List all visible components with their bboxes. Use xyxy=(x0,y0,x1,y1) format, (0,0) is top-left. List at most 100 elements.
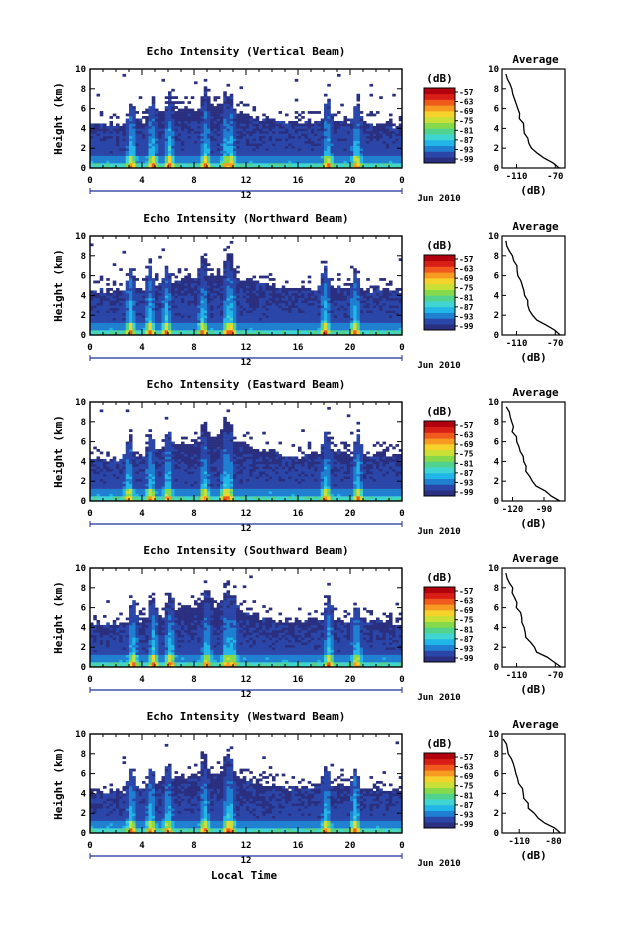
heatmap-cell xyxy=(216,103,221,107)
heatmap-cell xyxy=(223,153,227,156)
heatmap-cell xyxy=(268,287,273,291)
heatmap-cell xyxy=(369,130,374,134)
heatmap-cell xyxy=(291,135,296,139)
heatmap-cell xyxy=(262,330,266,333)
heatmap-cell xyxy=(184,148,188,151)
heatmap-cell xyxy=(395,145,400,149)
heatmap-cell xyxy=(252,163,257,166)
heatmap-cell xyxy=(99,140,104,144)
heatmap-cell xyxy=(233,120,237,124)
heatmap-cell xyxy=(125,456,130,460)
heatmap-cell xyxy=(138,153,143,156)
heatmap-cell xyxy=(239,123,244,127)
heatmap-cell xyxy=(389,300,393,304)
heatmap-cell xyxy=(138,145,143,149)
heatmap-cell xyxy=(168,106,172,109)
heatmap-cell xyxy=(210,305,214,309)
heatmap-cell xyxy=(106,143,110,147)
heatmap-cell xyxy=(233,145,237,149)
heatmap-cell xyxy=(376,302,380,306)
heatmap-cell xyxy=(285,138,289,142)
heatmap-cell xyxy=(184,285,188,289)
heatmap-cell xyxy=(340,300,344,304)
heatmap-cell xyxy=(389,140,393,144)
heatmap-cell xyxy=(229,133,234,137)
heatmap-cell xyxy=(272,290,276,294)
heatmap-cell xyxy=(320,315,325,318)
heatmap-cell xyxy=(281,312,286,316)
heatmap-cell xyxy=(340,287,344,291)
heatmap-cell xyxy=(395,327,400,331)
heatmap-cell xyxy=(233,297,237,301)
heatmap-cell xyxy=(210,302,214,306)
heatmap-cell xyxy=(327,120,331,124)
profile-y-tick-label: 0 xyxy=(494,331,499,341)
heatmap-cell xyxy=(255,118,260,122)
heatmap-cell xyxy=(272,312,276,316)
heatmap-cell xyxy=(93,458,97,462)
heatmap-cell xyxy=(151,96,156,99)
heatmap-cell xyxy=(171,300,175,304)
heatmap-cell xyxy=(158,128,162,132)
heatmap-cell xyxy=(229,123,234,127)
heatmap-cell xyxy=(340,325,344,328)
heatmap-cell xyxy=(337,307,341,311)
heatmap-cell xyxy=(135,458,140,462)
heatmap-cell xyxy=(151,478,156,482)
heatmap-cell xyxy=(142,116,146,119)
heatmap-cell xyxy=(125,290,130,294)
heatmap-cell xyxy=(278,317,283,321)
heatmap-cell xyxy=(249,283,253,286)
heatmap-cell xyxy=(330,305,335,309)
heatmap-cell xyxy=(324,103,328,107)
heatmap-cell xyxy=(155,310,159,314)
heatmap-cell xyxy=(184,307,188,311)
heatmap-cell xyxy=(155,120,159,124)
heatmap-cell xyxy=(194,116,198,119)
heatmap-cell xyxy=(145,135,149,139)
heatmap-cell xyxy=(90,317,94,321)
heatmap-cell xyxy=(252,283,257,286)
heatmap-cell xyxy=(229,305,234,309)
heatmap-cell xyxy=(291,145,296,149)
heatmap-cell xyxy=(301,312,305,316)
heatmap-cell xyxy=(194,315,198,318)
heatmap-cell xyxy=(200,108,205,112)
heatmap-cell xyxy=(187,153,192,156)
heatmap-cell xyxy=(106,486,110,489)
heatmap-cell xyxy=(353,290,357,294)
heatmap-cell xyxy=(395,325,400,328)
heatmap-cell xyxy=(275,143,279,147)
heatmap-cell xyxy=(398,302,403,306)
heatmap-cell xyxy=(288,158,292,161)
heatmap-cell xyxy=(304,143,309,147)
heatmap-cell xyxy=(122,307,127,311)
heatmap-cell xyxy=(203,160,208,164)
heatmap-cell xyxy=(275,327,279,331)
heatmap-cell xyxy=(93,476,97,480)
profile-y-tick-label: 2 xyxy=(494,311,499,321)
heatmap-cell xyxy=(220,116,224,119)
heatmap-cell xyxy=(106,160,110,164)
heatmap-cell xyxy=(398,322,403,326)
heatmap-cell xyxy=(119,486,123,489)
heatmap-cell xyxy=(324,135,328,139)
heatmap-cell xyxy=(262,120,266,124)
heatmap-cell xyxy=(333,290,338,294)
heatmap-cell xyxy=(132,133,136,137)
heatmap-cell xyxy=(311,155,315,159)
heatmap-cell xyxy=(369,143,374,147)
heatmap-cell xyxy=(259,123,263,127)
heatmap-cell xyxy=(340,160,344,164)
heatmap-cell xyxy=(372,297,377,301)
heatmap-cell xyxy=(216,320,221,323)
heatmap-cell xyxy=(353,312,357,316)
heatmap-cell xyxy=(395,295,400,299)
heatmap-cell xyxy=(233,283,237,286)
heatmap-cell xyxy=(226,108,231,112)
heatmap-cell xyxy=(99,498,104,502)
heatmap-cell xyxy=(135,143,140,147)
heatmap-cell xyxy=(242,332,247,336)
heatmap-cell xyxy=(223,292,227,296)
heatmap-cell xyxy=(203,96,208,99)
